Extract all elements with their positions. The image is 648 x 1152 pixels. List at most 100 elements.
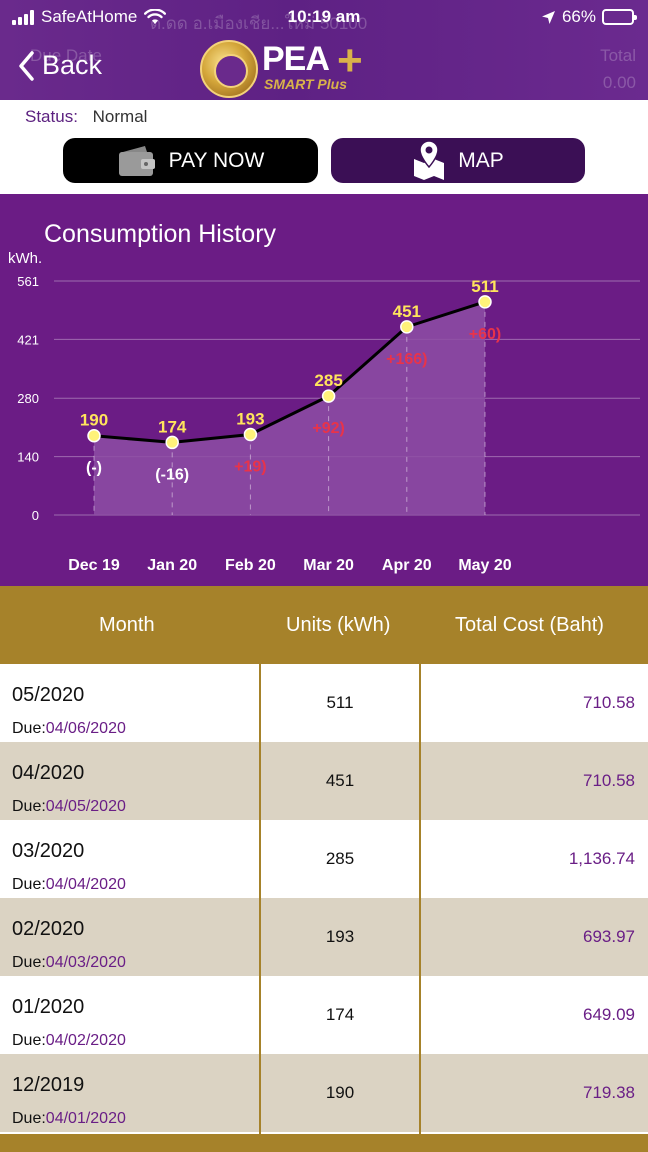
row-units: 511 [326,693,354,712]
table-footer [0,1134,648,1152]
row-units: 193 [325,927,355,946]
x-tick-label: Feb 20 [225,557,276,574]
status-right: 66% [541,7,637,27]
y-tick-label: 561 [17,274,39,289]
x-tick-label: Mar 20 [303,557,354,574]
battery-percent: 66% [561,7,596,26]
due-date: 04/03/2020 [45,954,126,971]
location-arrow-icon [541,10,555,24]
data-point [87,428,101,443]
row-due: Due:04/01/2020 [12,1110,126,1128]
wifi-icon [144,9,167,24]
column-divider [259,664,261,1134]
x-tick-label: Dec 19 [68,557,120,574]
table-row[interactable]: 02/2020 Due:04/03/2020 193 693.97 [0,898,648,976]
change-label: +19) [234,458,266,475]
due-date: 04/04/2020 [45,876,126,893]
table-header: Month Units (kWh) Total Cost (Baht) [0,586,648,664]
y-tick-label: 280 [17,391,39,406]
change-label: (-16) [155,466,189,483]
data-point [243,427,258,442]
row-due: Due:04/04/2020 [12,876,126,894]
faded-due-label: Due Date [30,46,102,65]
pea-emblem-icon [200,40,258,98]
table-row[interactable]: 12/2019 Due:04/01/2020 190 719.38 [0,1054,648,1132]
chevron-left-icon [19,50,34,81]
app-header: ต.ดด อ.เมืองเชีย...ใหม่ 50100 Due Date T… [0,0,648,100]
logo-sub-text: SMART Plus [264,76,347,92]
chart-title: Consumption History [44,220,277,248]
data-label: 451 [393,302,421,321]
change-label: +92) [312,420,344,437]
change-label: +166) [386,351,427,368]
due-label: Due: [12,1032,46,1049]
x-tick-label: May 20 [458,557,511,574]
battery-icon [602,9,637,25]
due-date: 04/06/2020 [45,720,126,737]
row-cost: 1,136.74 [568,849,635,868]
area-fill [94,301,485,515]
table-row[interactable]: 05/2020 Due:04/06/2020 511 710.58 [0,664,648,742]
row-units: 285 [325,849,355,868]
faded-total-label: Total [600,46,636,65]
pay-now-button[interactable]: PAY NOW [63,138,318,183]
row-month: 05/2020 [12,684,85,706]
row-cost: 710.58 [583,693,635,712]
row-cost: 649.09 [583,1005,635,1024]
row-cost: 693.97 [583,927,635,946]
series-line [93,300,486,444]
data-point [400,320,414,334]
faded-total-value: 0.00 [602,73,636,92]
due-date: 04/05/2020 [45,798,126,815]
header-cost: Total Cost (Baht) [455,614,604,636]
row-due: Due:04/05/2020 [12,798,126,816]
status-bar: SafeAtHome 10:19 am 66% [0,0,648,34]
plus-icon: + [337,36,363,85]
row-units: 451 [325,771,355,790]
clock: 10:19 am [287,7,361,26]
change-label: +60) [469,326,501,343]
carrier-group: SafeAtHome [12,7,167,27]
change-label: (-) [86,460,102,477]
table-row[interactable]: 03/2020 Due:04/04/2020 285 1,136.74 [0,820,648,898]
y-tick-label: 421 [17,332,39,347]
data-label: 190 [80,411,108,430]
map-button[interactable]: MAP [331,138,585,183]
y-tick-label: 140 [17,450,39,465]
data-label: 193 [236,409,264,428]
due-date: 04/01/2020 [45,1110,126,1127]
wallet-icon [118,145,155,176]
data-label: 511 [471,277,498,296]
row-due: Due:04/06/2020 [12,720,126,738]
row-month: 12/2019 [12,1074,85,1096]
row-month: 01/2020 [12,996,85,1018]
data-point [165,435,179,450]
consumption-chart-panel: Consumption History kWh. 0 140 280 421 561 190 (… [0,194,648,586]
map-label: MAP [458,148,504,172]
y-tick-label: 0 [32,508,39,523]
row-units: 190 [325,1083,355,1102]
table-row[interactable]: 04/2020 Due:04/05/2020 451 710.58 [0,742,648,820]
signal-icon [12,9,34,25]
data-label: 285 [314,371,342,390]
pay-now-label: PAY NOW [168,148,265,172]
data-point [478,295,492,309]
row-due: Due:04/02/2020 [12,1032,126,1050]
carrier-name: SafeAtHome [41,7,138,26]
pea-logo: PEA + SMART Plus [200,36,380,98]
due-label: Due: [12,876,46,893]
row-month: 02/2020 [12,918,85,940]
back-label: Back [42,50,103,80]
back-button[interactable]: Back [18,50,102,81]
header-month: Month [99,614,155,636]
data-point [321,389,336,403]
due-label: Due: [12,1110,46,1127]
account-status: Status: Normal [25,107,147,127]
row-month: 03/2020 [12,840,85,862]
header-units: Units (kWh) [286,614,391,636]
row-units: 174 [325,1005,355,1024]
table-row[interactable]: 01/2020 Due:04/02/2020 174 649.09 [0,976,648,1054]
x-tick-label: Jan 20 [147,557,197,574]
status-value: Normal [92,107,148,126]
